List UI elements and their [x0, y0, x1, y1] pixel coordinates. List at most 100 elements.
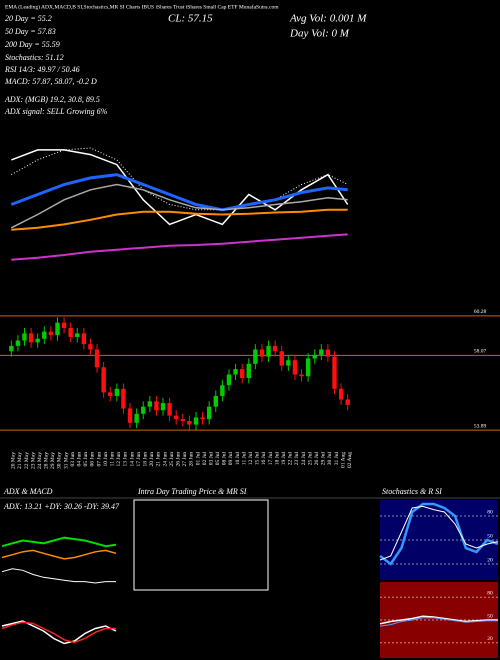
x-tick-label: 28 May	[44, 452, 50, 469]
candle-body	[325, 349, 331, 357]
y-tick-label: 80	[487, 590, 493, 596]
x-tick-label: 02 Aug	[347, 452, 353, 468]
x-tick-label: 03 Jul	[208, 452, 214, 466]
series-line	[1, 620, 117, 645]
candle-body	[246, 363, 251, 379]
panel-title: Stochastics & R SI	[382, 487, 442, 496]
x-tick-label: 06 Jun	[90, 452, 96, 467]
candle-body	[299, 374, 304, 377]
x-tick-label: 13 Jun	[123, 452, 129, 467]
candle-body	[88, 344, 93, 350]
y-tick-label: 20	[487, 557, 493, 563]
y-tick-label: 60.28	[474, 309, 487, 315]
ma50: 50 Day = 57.83	[5, 27, 56, 36]
candle-body	[180, 419, 185, 421]
x-tick-label: 05 Jul	[215, 452, 221, 466]
candle-body	[35, 338, 40, 343]
candle-body	[121, 388, 126, 409]
x-tick-label: 21 Jun	[156, 452, 162, 467]
x-tick-label: 18 Jun	[142, 452, 148, 467]
adx-signal: ADX signal: SELL Growing 6%	[4, 107, 108, 116]
series-line	[379, 502, 499, 566]
series-line	[379, 617, 498, 627]
x-tick-label: 24 Jun	[162, 452, 168, 467]
series-line	[10, 173, 348, 212]
candle-body	[272, 345, 278, 352]
macd: MACD: 57.87, 58.07, -0.2 D	[4, 77, 97, 86]
y-tick-label: 58.07	[474, 349, 487, 355]
x-tick-label: 21 May	[17, 452, 23, 469]
x-tick-label: 11 Jul	[241, 452, 247, 466]
series-line	[379, 615, 498, 625]
y-tick-label: 80	[487, 509, 493, 515]
x-tick-label: 31 May	[63, 452, 69, 469]
intraday-box	[133, 499, 269, 591]
x-tick-label: 01 Aug	[340, 452, 346, 468]
ma200: 200 Day = 55.59	[5, 40, 60, 49]
x-tick-label: 10 Jul	[235, 452, 241, 466]
y-tick-label: 20	[487, 636, 493, 642]
x-tick-label: 17 Jul	[268, 452, 274, 466]
stoch: Stochastics: 51.12	[5, 53, 64, 62]
x-tick-label: 25 Jul	[307, 452, 313, 466]
x-tick-label: 20 Jun	[149, 452, 155, 467]
series-line	[11, 208, 348, 231]
x-tick-label: 26 Jun	[175, 452, 181, 467]
x-tick-label: 23 May	[30, 452, 36, 469]
candle-body	[28, 333, 34, 343]
candle-body	[286, 360, 291, 366]
candle-body	[220, 385, 225, 396]
x-tick-label: 18 Jul	[274, 452, 280, 466]
candle-body	[22, 333, 27, 341]
x-tick-label: 05 Jun	[83, 452, 89, 467]
top-line: EMA (Leading) ADX,MACD,B SI,Stochastics,…	[5, 3, 279, 10]
candle-body	[338, 388, 344, 400]
candle-body	[81, 333, 87, 345]
day-vol: Day Vol: 0 M	[289, 28, 350, 40]
candle-body	[187, 420, 192, 425]
avg-vol: Avg Vol: 0.001 M	[289, 13, 367, 25]
x-tick-label: 30 Jul	[327, 452, 333, 466]
candle-body	[42, 331, 47, 339]
x-tick-label: 29 Jul	[321, 452, 327, 466]
x-tick-label: 10 Jun	[103, 452, 109, 467]
x-tick-label: 17 Jun	[136, 452, 142, 467]
candle-body	[174, 415, 179, 420]
candle-body	[160, 403, 166, 411]
candle-body	[226, 374, 232, 386]
candle-body	[134, 413, 139, 423]
candle-body	[239, 369, 245, 379]
candle-body	[200, 417, 205, 420]
rsi: RSI 14/3: 49.97 / 50.46	[4, 65, 80, 74]
candle-body	[305, 358, 311, 377]
x-tick-label: 15 Jul	[255, 452, 261, 466]
x-tick-label: 12 Jul	[248, 452, 254, 466]
candle-body	[141, 406, 146, 414]
candle-body	[108, 392, 113, 396]
x-tick-label: 11 Jun	[110, 452, 116, 467]
x-tick-label: 01 Jul	[195, 452, 201, 466]
x-tick-label: 24 May	[37, 452, 43, 469]
candle-body	[61, 322, 67, 329]
x-tick-label: 31 Jul	[334, 452, 340, 466]
panel-title: ADX & MACD	[3, 487, 53, 496]
candle-body	[193, 417, 199, 425]
candle-body	[319, 349, 324, 355]
candle-body	[101, 367, 106, 393]
candle-body	[154, 401, 159, 411]
candle-body	[292, 360, 298, 375]
candle-body	[312, 354, 317, 359]
x-tick-label: 23 Jul	[294, 452, 300, 466]
intraday-title: Intra Day Trading Price & MR SI	[137, 487, 247, 496]
series-line	[1, 621, 116, 644]
candle-body	[206, 406, 212, 420]
candle-body	[55, 322, 60, 336]
series-line	[10, 183, 348, 229]
ma20: 20 Day = 55.2	[5, 14, 52, 23]
x-tick-label: 14 Jun	[129, 452, 135, 467]
x-tick-label: 26 Jul	[314, 452, 320, 466]
x-tick-label: 08 Jul	[222, 452, 228, 466]
series-line	[379, 505, 499, 561]
candle-body	[75, 333, 80, 337]
